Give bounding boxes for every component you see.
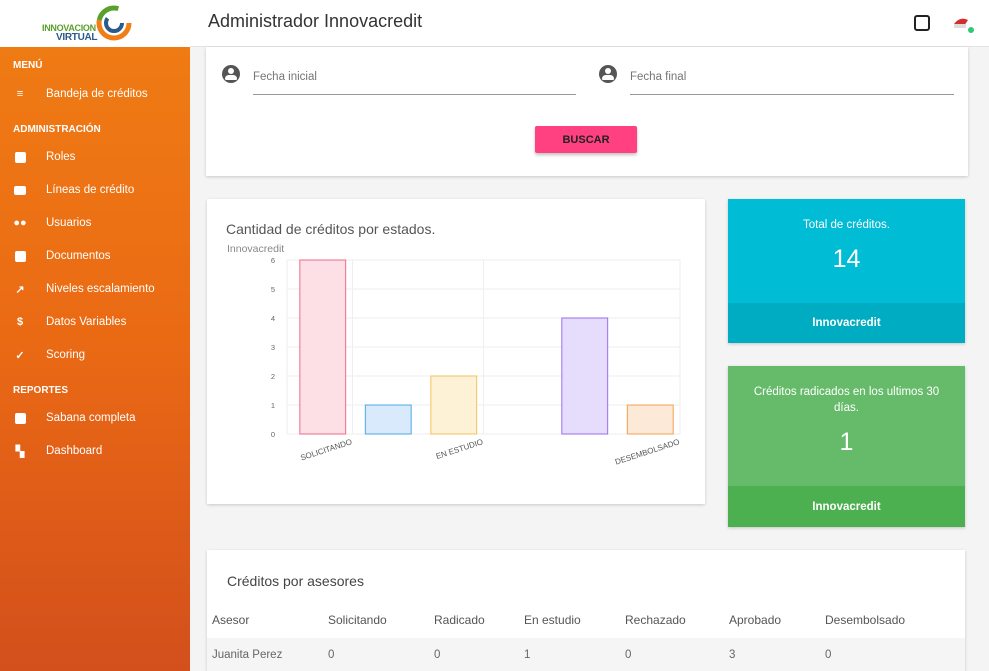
table-cell: 3 — [729, 638, 825, 671]
stat-footer[interactable]: Innovacredit — [728, 303, 965, 343]
users-icon: ●● — [13, 217, 27, 229]
stat-value: 14 — [832, 245, 861, 273]
end-date-input[interactable] — [630, 65, 954, 89]
sidebar-item-dashboard[interactable]: ▚ Dashboard — [0, 438, 190, 464]
y-tick-label: 1 — [271, 401, 275, 410]
advisors-card: Créditos por asesores Asesor Solicitando… — [207, 550, 965, 671]
bar-chart: Innovacredit 0 1 2 3 4 5 6 SOLICITANDO EN ESTUDIO… — [227, 243, 681, 467]
logo-text: INNOVACION VIRTUAL — [42, 23, 98, 43]
col-header: Radicado — [434, 613, 485, 627]
top-bar: Administrador Innovacredit — [190, 0, 989, 47]
recent-credits-card: Créditos radicados en los ultimos 30 día… — [728, 366, 965, 527]
sidebar-item-label: Roles — [46, 151, 76, 163]
y-tick-label: 4 — [271, 314, 275, 323]
table-cell: Juanita Perez — [207, 638, 328, 671]
advisors-table: Asesor Solicitando Radicado En estudio R… — [207, 602, 965, 671]
section-administracion: ADMINISTRACIÓN — [13, 124, 101, 135]
bar — [430, 375, 478, 435]
dashboard-icon: ▚ — [15, 445, 25, 458]
sidebar-item-label: Datos Variables — [46, 316, 127, 328]
sidebar-item-niveles[interactable]: ↗ Niveles escalamiento — [0, 276, 190, 302]
section-reportes: REPORTES — [13, 385, 69, 396]
bar — [561, 317, 609, 435]
table-title: Créditos por asesores — [227, 573, 364, 589]
sidebar-item-label: Sabana completa — [46, 412, 136, 424]
clipboard-icon — [13, 249, 27, 263]
y-tick-label: 3 — [271, 343, 275, 352]
logo: INNOVACION VIRTUAL — [0, 0, 190, 47]
sidebar: INNOVACION VIRTUAL MENÚ ≡ Bandeja de cré… — [0, 0, 190, 671]
sidebar-item-label: Bandeja de créditos — [46, 88, 148, 100]
badge-icon — [13, 150, 27, 164]
stat-value: 1 — [839, 428, 854, 456]
sidebar-item-roles[interactable]: Roles — [0, 144, 190, 170]
col-header: Solicitando — [328, 613, 387, 627]
sidebar-item-lineas[interactable]: Líneas de crédito — [0, 177, 190, 203]
chart-title: Cantidad de créditos por estados. — [226, 221, 436, 237]
y-tick-label: 5 — [271, 285, 275, 294]
table-cell: 0 — [825, 638, 965, 671]
table-cell: 0 — [625, 638, 729, 671]
sidebar-item-label: Usuarios — [46, 217, 92, 229]
x-tick-label: SOLICITANDO — [299, 437, 353, 462]
sidebar-item-label: Documentos — [46, 250, 111, 262]
logo-ring-icon — [96, 5, 132, 41]
search-button[interactable]: BUSCAR — [535, 126, 637, 153]
table-row[interactable]: Juanita Perez 0 0 1 0 3 0 — [207, 638, 965, 671]
check-icon: ✓ — [15, 349, 25, 362]
stat-footer[interactable]: Innovacredit — [728, 486, 965, 527]
account-circle-icon — [599, 65, 617, 83]
table-cell: 0 — [328, 638, 434, 671]
chart-card: Cantidad de créditos por estados. Innova… — [207, 199, 705, 504]
filter-card: BUSCAR — [206, 47, 968, 176]
x-tick-label: EN ESTUDIO — [435, 437, 484, 461]
sidebar-item-usuarios[interactable]: ●● Usuarios — [0, 210, 190, 236]
y-tick-label: 2 — [271, 372, 275, 381]
clipboard-icon — [13, 411, 27, 425]
table-cell: 1 — [524, 638, 625, 671]
col-header: Aprobado — [729, 613, 782, 627]
fullscreen-icon[interactable] — [914, 15, 930, 31]
col-header: Asesor — [212, 613, 250, 627]
table-header-row: Asesor Solicitando Radicado En estudio R… — [207, 602, 965, 638]
chart-legend-label: Innovacredit — [227, 243, 284, 255]
sidebar-item-label: Scoring — [46, 349, 85, 361]
stat-title: Créditos radicados en los ultimos 30 día… — [753, 386, 940, 414]
user-avatar-icon[interactable] — [952, 14, 974, 34]
stat-title: Total de créditos. — [803, 219, 890, 231]
table-cell: 0 — [434, 638, 524, 671]
bar — [299, 259, 347, 435]
logo-line1: INNOVACION — [42, 23, 96, 33]
y-tick-label: 0 — [271, 430, 275, 439]
page-title: Administrador Innovacredit — [208, 11, 423, 31]
col-header: Rechazado — [625, 613, 686, 627]
start-date-input[interactable] — [253, 65, 576, 89]
col-header: Desembolsado — [825, 613, 906, 627]
logo-line2: VIRTUAL — [56, 32, 98, 43]
dollar-icon: $ — [16, 316, 24, 328]
sidebar-item-label: Niveles escalamiento — [46, 283, 155, 295]
col-header: En estudio — [524, 613, 581, 627]
end-date-field[interactable] — [599, 65, 954, 95]
list-icon: ≡ — [16, 88, 24, 100]
start-date-field[interactable] — [222, 65, 576, 95]
account-circle-icon — [222, 65, 240, 83]
x-tick-label: DESEMBOLSADO — [614, 437, 681, 466]
bar — [626, 404, 674, 435]
sidebar-item-documentos[interactable]: Documentos — [0, 243, 190, 269]
bar — [364, 404, 412, 435]
sidebar-item-label: Dashboard — [46, 445, 103, 457]
credit-card-icon — [13, 183, 27, 197]
sidebar-item-scoring[interactable]: ✓ Scoring — [0, 342, 190, 368]
sidebar-item-sabana[interactable]: Sabana completa — [0, 405, 190, 431]
y-tick-label: 6 — [271, 256, 275, 265]
trending-icon: ↗ — [15, 283, 25, 296]
sidebar-item-datos-variables[interactable]: $ Datos Variables — [0, 309, 190, 335]
sidebar-item-label: Líneas de crédito — [46, 184, 135, 196]
total-credits-card: Total de créditos. 14 Innovacredit — [728, 199, 965, 343]
section-menu: MENÚ — [13, 60, 43, 71]
sidebar-item-bandeja[interactable]: ≡ Bandeja de créditos — [0, 81, 190, 107]
